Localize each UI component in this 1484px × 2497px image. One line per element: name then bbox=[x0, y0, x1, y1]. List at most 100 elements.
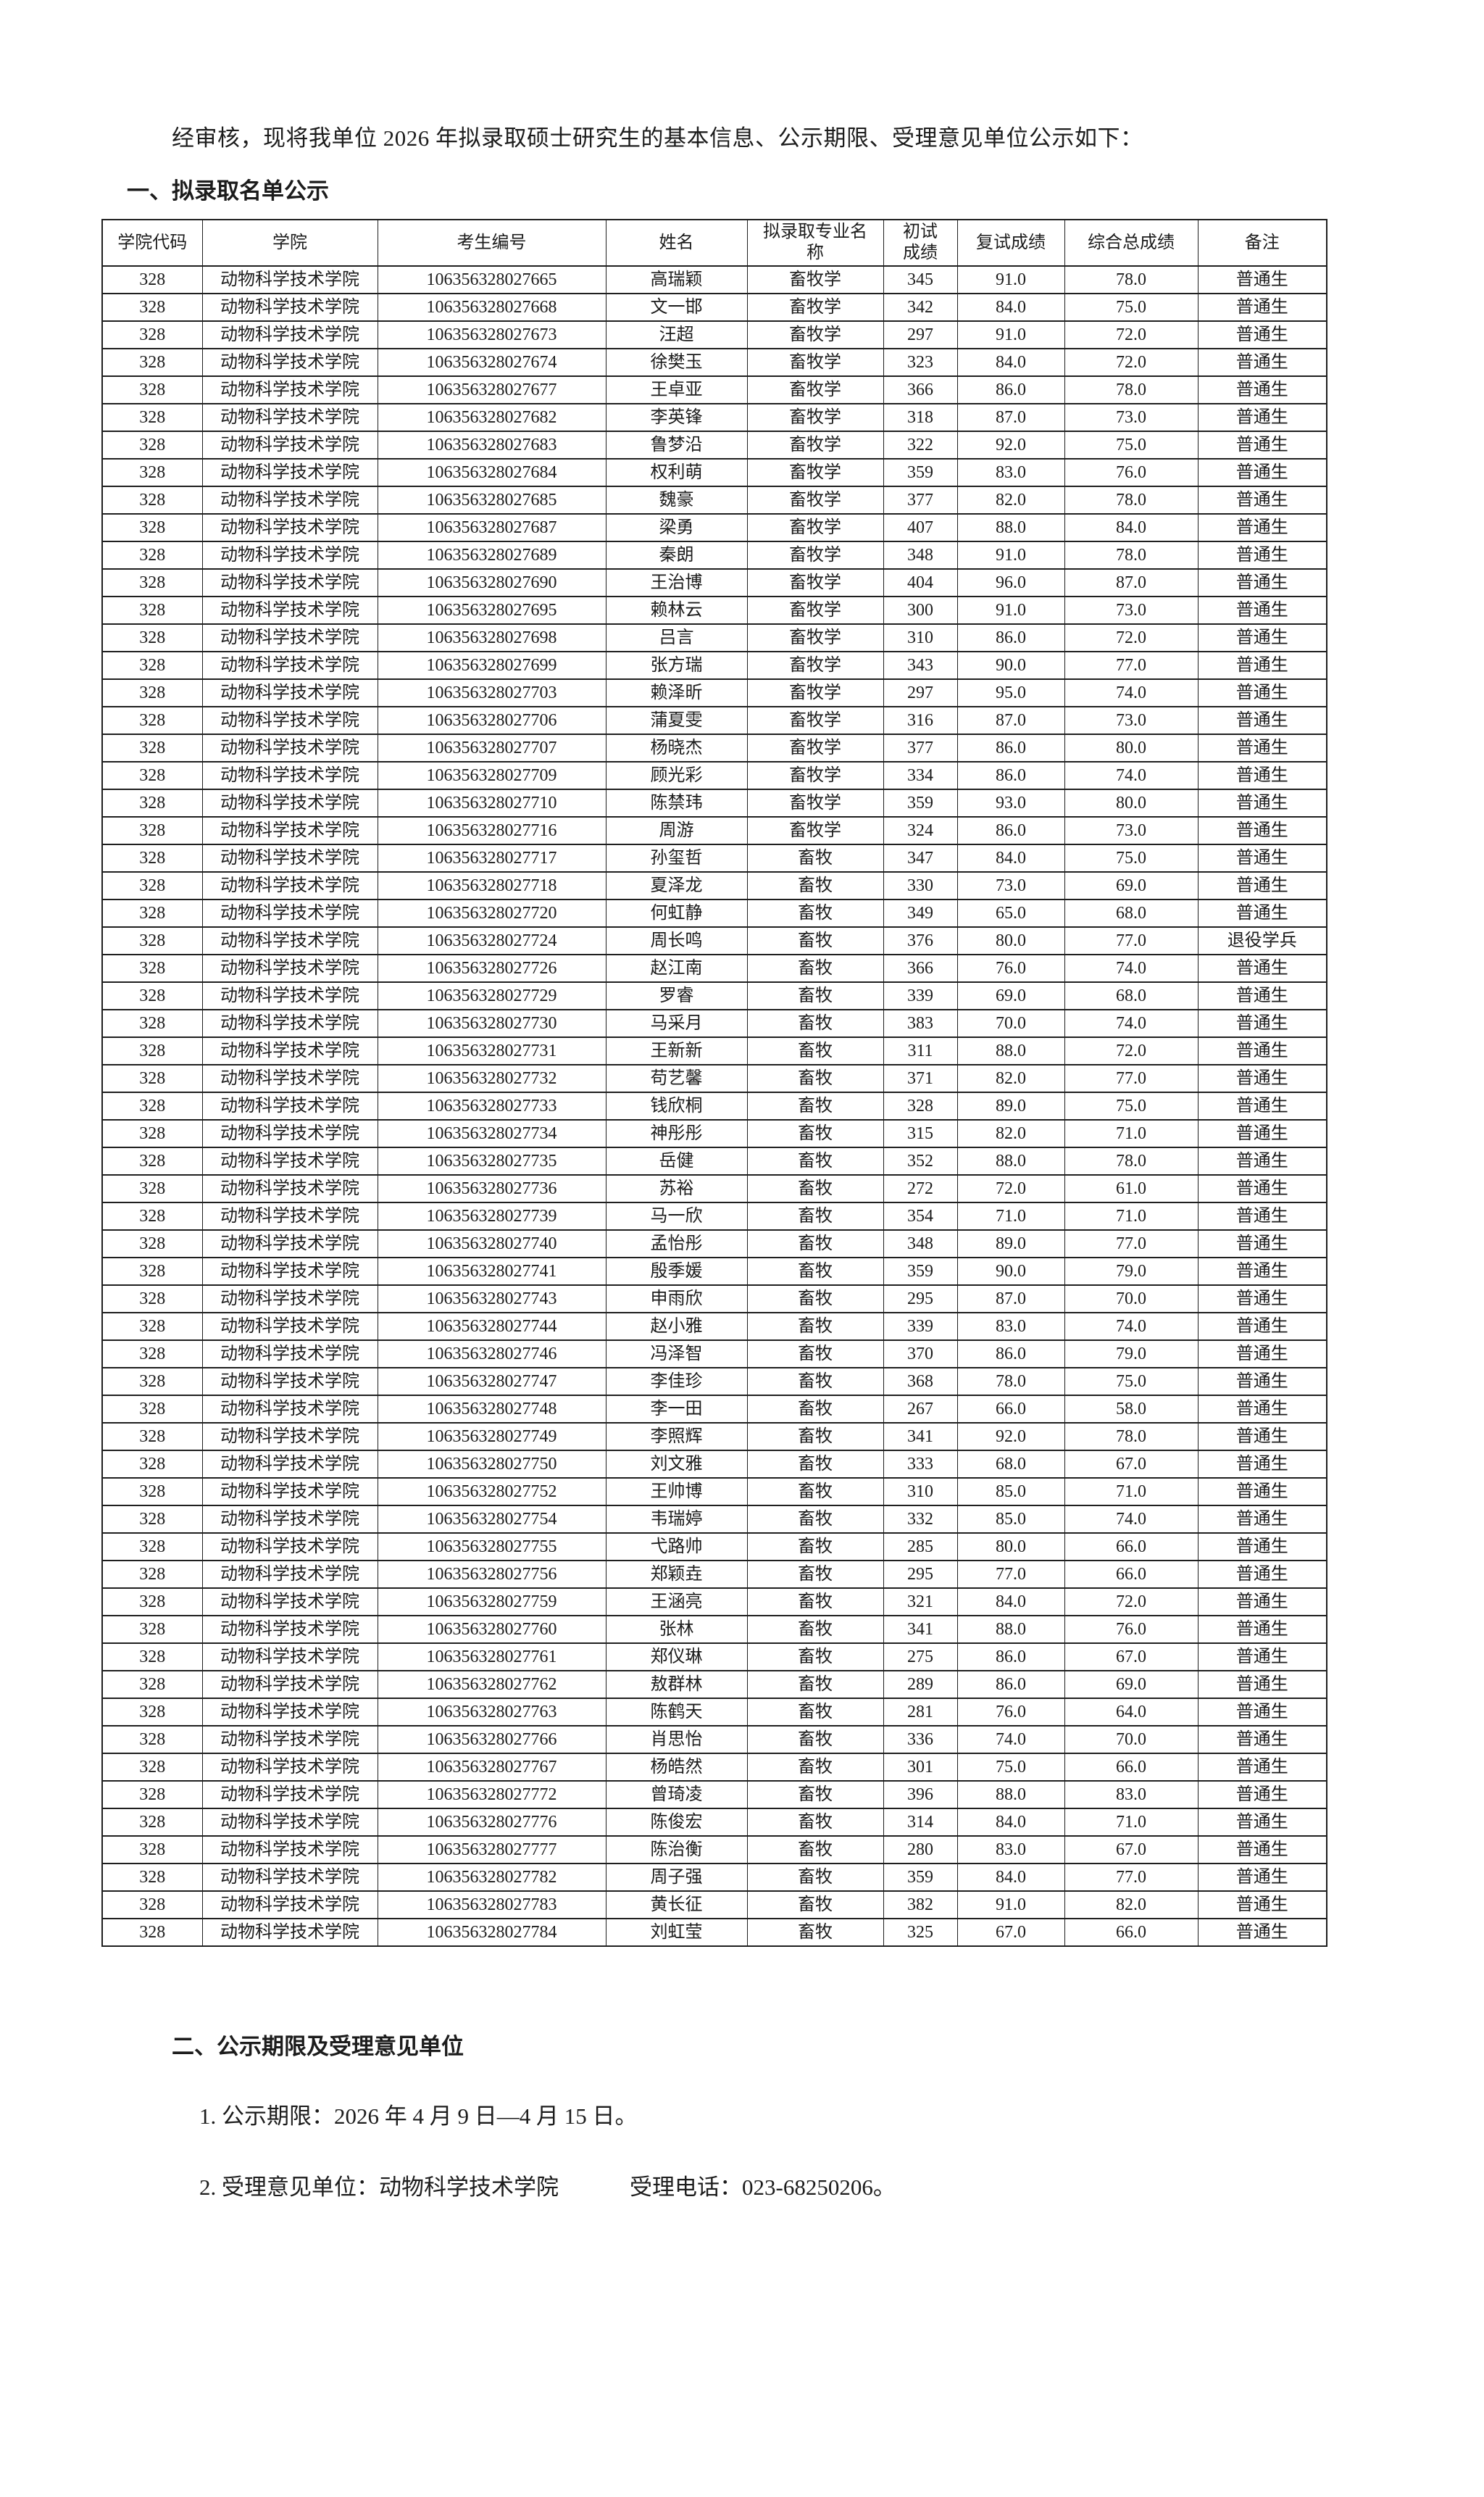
table-cell: 畜牧 bbox=[746, 1808, 884, 1837]
table-cell: 退役学兵 bbox=[1197, 926, 1327, 955]
table-cell: 328 bbox=[101, 1615, 203, 1644]
table-cell: 366 bbox=[883, 375, 958, 404]
table-cell: 95.0 bbox=[956, 678, 1065, 707]
table-cell: 328 bbox=[101, 1229, 203, 1258]
table-cell: 301 bbox=[883, 1753, 958, 1782]
table-cell: 畜牧 bbox=[746, 1450, 884, 1479]
table-row: 328 动物科学技术学院 106356328027754 韦瑞婷 畜牧 332 85.0 74… bbox=[101, 1505, 1327, 1534]
table-cell: 神彤彤 bbox=[605, 1119, 748, 1148]
table-cell: 106356328027695 bbox=[377, 596, 606, 625]
table-row: 328 动物科学技术学院 106356328027729 罗睿 畜牧 339 69.0 68.… bbox=[101, 981, 1327, 1010]
table-cell: 68.0 bbox=[956, 1450, 1065, 1479]
table-cell: 马采月 bbox=[605, 1009, 748, 1038]
table-cell: 王涵亮 bbox=[605, 1587, 748, 1616]
table-cell: 106356328027755 bbox=[377, 1532, 606, 1561]
table-cell: 罗睿 bbox=[605, 981, 748, 1010]
table-cell: 畜牧 bbox=[746, 1367, 884, 1396]
table-cell: 328 bbox=[101, 1009, 203, 1038]
table-cell: 普通生 bbox=[1197, 954, 1327, 983]
table-cell: 359 bbox=[883, 1863, 958, 1892]
table-cell: 61.0 bbox=[1064, 1174, 1199, 1203]
table-cell: 328 bbox=[101, 1918, 203, 1947]
table-cell: 畜牧学 bbox=[746, 651, 884, 680]
table-cell: 68.0 bbox=[1064, 899, 1199, 928]
table-cell: 328 bbox=[101, 1725, 203, 1754]
table-cell: 67.0 bbox=[1064, 1450, 1199, 1479]
table-cell: 动物科学技术学院 bbox=[201, 789, 378, 818]
table-row: 328 动物科学技术学院 106356328027760 张林 畜牧 341 88.0 76.… bbox=[101, 1615, 1327, 1644]
table-cell: 普通生 bbox=[1197, 1395, 1327, 1424]
table-cell: 87.0 bbox=[956, 403, 1065, 432]
table-cell: 106356328027682 bbox=[377, 403, 606, 432]
table-row: 328 动物科学技术学院 106356328027732 苟艺馨 畜牧 371 82.0 77… bbox=[101, 1064, 1327, 1093]
table-cell: 328 bbox=[101, 1284, 203, 1313]
table-cell: 李一田 bbox=[605, 1395, 748, 1424]
table-cell: 106356328027749 bbox=[377, 1422, 606, 1451]
table-cell: 动物科学技术学院 bbox=[201, 623, 378, 652]
table-cell: 328 bbox=[101, 568, 203, 597]
table-cell: 普通生 bbox=[1197, 816, 1327, 845]
table-cell: 畜牧 bbox=[746, 1505, 884, 1534]
table-cell: 普通生 bbox=[1197, 1477, 1327, 1506]
table-cell: 328 bbox=[101, 1477, 203, 1506]
table-cell: 动物科学技术学院 bbox=[201, 1147, 378, 1176]
table-cell: 106356328027741 bbox=[377, 1257, 606, 1286]
table-cell: 普通生 bbox=[1197, 348, 1327, 377]
table-cell: 328 bbox=[101, 954, 203, 983]
table-cell: 92.0 bbox=[956, 1422, 1065, 1451]
table-cell: 畜牧 bbox=[746, 1174, 884, 1203]
table-cell: 动物科学技术学院 bbox=[201, 375, 378, 404]
table-cell: 64.0 bbox=[1064, 1698, 1199, 1727]
table-cell: 332 bbox=[883, 1505, 958, 1534]
table-cell: 328 bbox=[101, 486, 203, 515]
table-cell: 夏泽龙 bbox=[605, 871, 748, 900]
table-cell: 畜牧 bbox=[746, 1064, 884, 1093]
table-cell: 畜牧 bbox=[746, 954, 884, 983]
table-row: 328 动物科学技术学院 106356328027731 王新新 畜牧 311 88.0 72… bbox=[101, 1036, 1327, 1065]
table-cell: 动物科学技术学院 bbox=[201, 1863, 378, 1892]
table-cell: 畜牧学 bbox=[746, 458, 884, 487]
table-cell: 86.0 bbox=[956, 1339, 1065, 1368]
table-cell: 畜牧 bbox=[746, 1202, 884, 1231]
table-cell: 65.0 bbox=[956, 899, 1065, 928]
table-cell: 74.0 bbox=[1064, 1009, 1199, 1038]
table-cell: 339 bbox=[883, 1312, 958, 1341]
table-cell: 106356328027744 bbox=[377, 1312, 606, 1341]
table-cell: 106356328027698 bbox=[377, 623, 606, 652]
table-cell: 杨晓杰 bbox=[605, 734, 748, 763]
table-row: 328 动物科学技术学院 106356328027763 陈鹤天 畜牧 281 76.0 64… bbox=[101, 1698, 1327, 1727]
table-cell: 动物科学技术学院 bbox=[201, 844, 378, 873]
table-cell: 76.0 bbox=[956, 1698, 1065, 1727]
table-cell: 动物科学技术学院 bbox=[201, 1229, 378, 1258]
table-cell: 86.0 bbox=[956, 816, 1065, 845]
table-cell: 郑仪琳 bbox=[605, 1642, 748, 1671]
column-header-college: 学院 bbox=[201, 219, 378, 267]
column-header-retest-score: 复试成绩 bbox=[956, 219, 1065, 267]
table-cell: 动物科学技术学院 bbox=[201, 1725, 378, 1754]
table-cell: 91.0 bbox=[956, 265, 1065, 294]
table-cell: 鲁梦沿 bbox=[605, 431, 748, 460]
table-cell: 72.0 bbox=[1064, 320, 1199, 349]
table-cell: 动物科学技术学院 bbox=[201, 348, 378, 377]
table-cell: 87.0 bbox=[956, 1284, 1065, 1313]
column-header-major: 拟录取专业名称 bbox=[746, 219, 884, 267]
table-cell: 328 bbox=[101, 623, 203, 652]
table-cell: 动物科学技术学院 bbox=[201, 1367, 378, 1396]
table-cell: 86.0 bbox=[956, 1670, 1065, 1699]
table-cell: 70.0 bbox=[956, 1009, 1065, 1038]
table-cell: 普通生 bbox=[1197, 1587, 1327, 1616]
table-cell: 普通生 bbox=[1197, 1092, 1327, 1121]
table-cell: 86.0 bbox=[956, 1642, 1065, 1671]
table-cell: 普通生 bbox=[1197, 1560, 1327, 1589]
table-cell: 328 bbox=[101, 1698, 203, 1727]
table-cell: 78.0 bbox=[1064, 541, 1199, 570]
table-cell: 高瑞颖 bbox=[605, 265, 748, 294]
table-cell: 106356328027754 bbox=[377, 1505, 606, 1534]
table-cell: 106356328027767 bbox=[377, 1753, 606, 1782]
table-row: 328 动物科学技术学院 106356328027772 曾琦凌 畜牧 396 88.0 83… bbox=[101, 1780, 1327, 1809]
table-cell: 106356328027716 bbox=[377, 816, 606, 845]
table-cell: 84.0 bbox=[956, 844, 1065, 873]
table-cell: 75.0 bbox=[1064, 431, 1199, 460]
contact-unit: 2. 受理意见单位：动物科学技术学院 bbox=[199, 2174, 559, 2200]
